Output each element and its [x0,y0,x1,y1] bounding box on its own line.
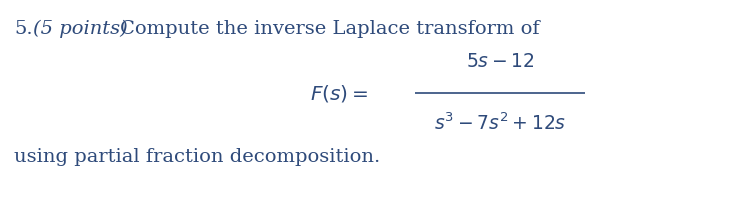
Text: Compute the inverse Laplace transform of: Compute the inverse Laplace transform of [120,20,539,38]
Text: $F(s) =$: $F(s) =$ [310,83,369,104]
Text: $5s - 12$: $5s - 12$ [466,53,534,71]
Text: $s^3 - 7s^2 + 12s$: $s^3 - 7s^2 + 12s$ [434,113,566,134]
Text: (5 points): (5 points) [33,20,128,38]
Text: 5.: 5. [14,20,33,38]
Text: using partial fraction decomposition.: using partial fraction decomposition. [14,148,380,166]
